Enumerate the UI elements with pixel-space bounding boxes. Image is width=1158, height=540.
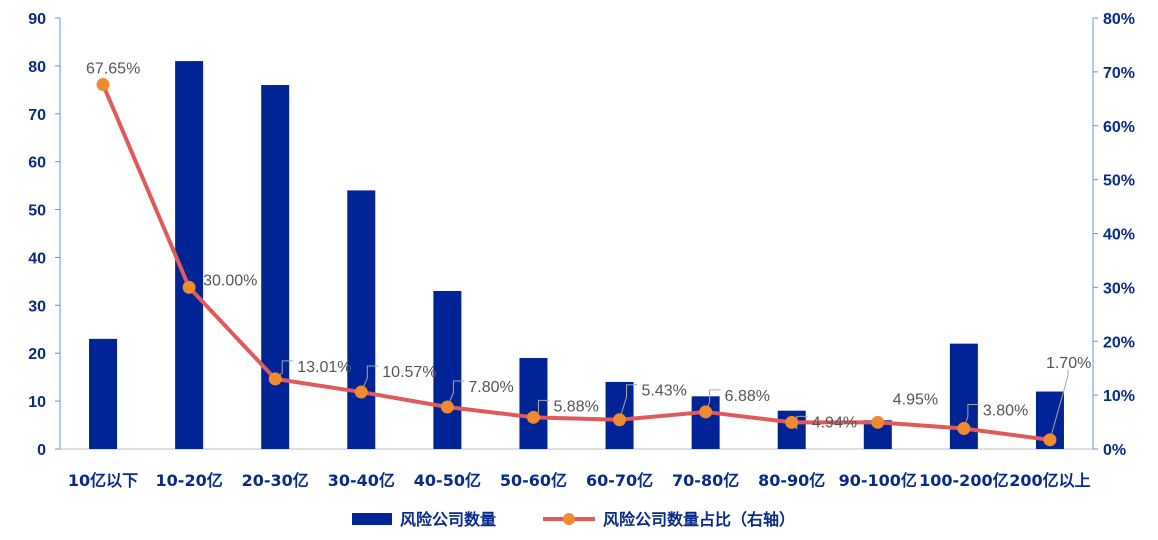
bar [89,338,118,449]
left-tick-label: 70 [28,107,46,124]
bar [433,290,462,449]
right-tick-label: 40% [1103,227,1135,244]
left-tick-label: 80 [28,59,46,76]
line-point [699,405,713,419]
legend-line-label: 风险公司数量占比（右轴） [603,510,795,529]
line-series [96,78,1057,447]
category-labels: 10亿以下 10-20亿 20-30亿 30-40亿 40-50亿 50-60亿 60-70… [68,471,1091,490]
right-axis-ticks: 0% 10% 20% 30% 40% 50% 60% 70% 80% [1093,11,1135,459]
data-label: 5.43% [642,383,687,400]
legend-bar-swatch [352,513,392,525]
data-label: 13.01% [297,359,351,376]
bar [347,190,376,449]
left-tick-label: 60 [28,155,46,172]
leader-line [446,380,465,408]
data-label: 5.88% [553,398,598,415]
right-tick-label: 0% [1103,442,1126,459]
left-tick-label: 40 [28,250,46,267]
category-label: 10-20亿 [156,471,223,490]
left-tick-label: 10 [28,394,46,411]
leader-line [619,384,638,420]
category-label: 80-90亿 [758,471,825,490]
category-label: 70-80亿 [672,471,739,490]
category-label: 60-70亿 [586,471,653,490]
data-label: 4.94% [812,414,857,431]
line-point [182,280,196,294]
right-tick-label: 10% [1103,388,1135,405]
right-tick-label: 80% [1103,11,1135,28]
data-label: 6.88% [725,388,770,405]
right-tick-label: 20% [1103,334,1135,351]
line-point [440,400,454,414]
data-label: 4.95% [893,391,938,408]
right-tick-label: 50% [1103,173,1135,190]
line-point [785,415,799,429]
left-tick-label: 30 [28,298,46,315]
leader-line [360,365,379,393]
category-label: 40-50亿 [414,471,481,490]
line-point [613,413,627,427]
line-point [871,415,885,429]
category-label: 10亿以下 [68,471,138,490]
bar [261,85,290,450]
data-label: 67.65% [86,61,140,78]
legend-bar-label: 风险公司数量 [400,510,496,529]
line-point [1043,433,1057,447]
bar [175,61,204,449]
line-point [354,385,368,399]
bar-series [89,61,1064,450]
category-label: 90-100亿 [839,471,917,490]
legend: 风险公司数量 风险公司数量占比（右轴） [352,510,795,529]
left-axis-ticks: 0 10 20 30 40 50 60 70 80 90 [28,11,60,459]
category-label: 200亿以上 [1009,471,1090,490]
leader-line [1049,369,1069,440]
line-point [268,372,282,386]
right-tick-label: 60% [1103,119,1135,136]
data-label: 1.70% [1046,355,1091,372]
data-labels: 67.65% 30.00% 13.01% 10.57% 7.80% 5.88% 5.43% 6… [86,61,1091,432]
category-label: 50-60亿 [500,471,567,490]
data-label: 7.80% [468,379,513,396]
line-point [957,422,971,436]
left-tick-label: 20 [28,346,46,363]
legend-line-marker [563,513,575,525]
line-point [526,410,540,424]
category-label: 30-40亿 [328,471,395,490]
category-label: 100-200亿 [919,471,1008,490]
right-tick-label: 70% [1103,65,1135,82]
left-tick-label: 50 [28,203,46,220]
right-tick-label: 30% [1103,280,1135,297]
bar [691,396,720,449]
data-label: 3.80% [983,403,1028,420]
data-label: 30.00% [203,272,257,289]
series-line [101,83,1051,442]
bar [519,358,548,449]
left-tick-label: 0 [37,442,46,459]
line-point [96,78,110,92]
data-label: 10.57% [382,364,436,381]
left-tick-label: 90 [28,11,46,28]
category-label: 20-30亿 [242,471,309,490]
